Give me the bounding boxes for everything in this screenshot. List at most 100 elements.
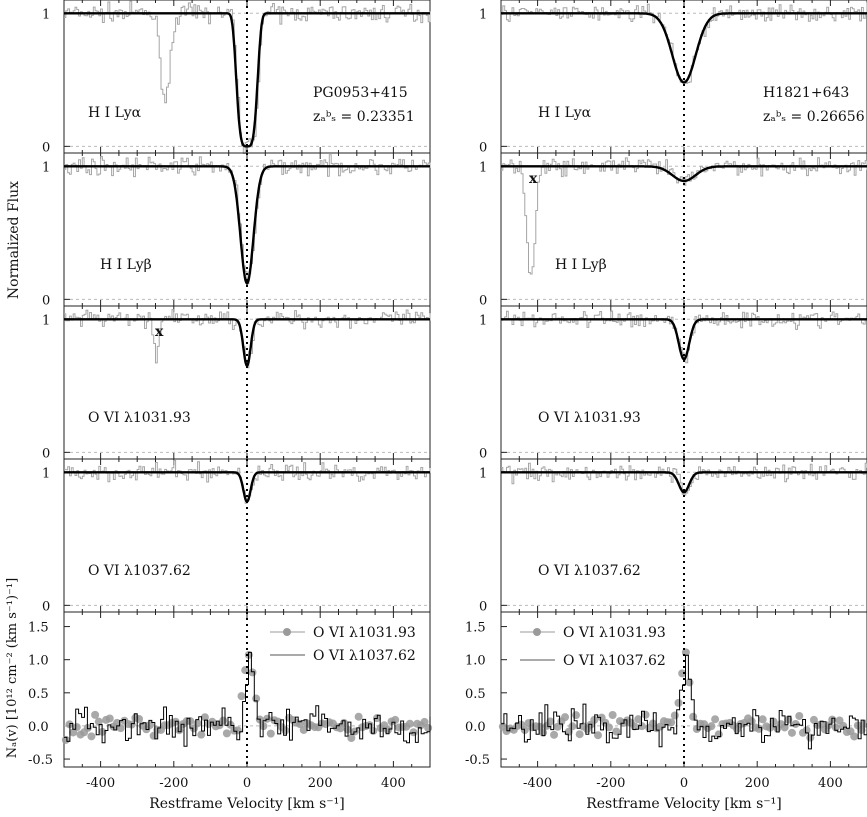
y-tick-label-c0r4: 0.5 bbox=[28, 687, 49, 702]
na-dot-c1r4 bbox=[572, 711, 581, 720]
na-dot-c0r4 bbox=[405, 719, 414, 728]
na-dot-c0r4 bbox=[383, 726, 392, 735]
na-dot-c0r4 bbox=[135, 714, 144, 723]
na-dot-c1r4 bbox=[787, 728, 796, 737]
na-dot-c1r4 bbox=[604, 723, 613, 732]
redshift-left: zₐᵇₛ = 0.23351 bbox=[313, 109, 415, 125]
y-tick-label-c0r4: 1.0 bbox=[28, 654, 49, 669]
x-axis-title-right: Restframe Velocity [km s⁻¹] bbox=[586, 796, 782, 812]
na-dot-c1r4 bbox=[839, 721, 848, 730]
na-dot-c0r4 bbox=[409, 728, 418, 737]
x-tick-label-c1r4: 0 bbox=[680, 776, 688, 791]
na-dot-c0r4 bbox=[146, 721, 155, 730]
y-tick-label-c0r4: 1.5 bbox=[28, 621, 49, 636]
y-axis-title-flux: Normalized Flux bbox=[6, 181, 22, 299]
panel-frame-c1r2 bbox=[500, 305, 867, 460]
panel-frame-c1r4 bbox=[500, 611, 867, 768]
x-tick-label-c0r4: 200 bbox=[308, 776, 333, 791]
model-fit-c1r0 bbox=[501, 12, 867, 84]
x-tick-label-c1r4: 200 bbox=[745, 776, 770, 791]
legend-left: O VI λ1031.93 O VI λ1037.62 bbox=[270, 625, 416, 664]
na-dot-c0r4 bbox=[347, 734, 356, 743]
y-tick-label-c0r4: 0.0 bbox=[28, 720, 49, 735]
y-tick-label-c0r3: 1 bbox=[42, 466, 50, 481]
ion-label-left-lya: H I Lyα bbox=[88, 105, 142, 121]
ion-label-right-lya: H I Lyα bbox=[538, 105, 592, 121]
sightline-name-left: PG0953+415 bbox=[313, 85, 408, 101]
contamination-mark-right-lyb: x bbox=[529, 171, 538, 187]
na-dot-c1r4 bbox=[755, 724, 764, 733]
y-tick-label-c1r0: 0 bbox=[479, 140, 487, 155]
y-tick-label-c1r1: 0 bbox=[479, 293, 487, 308]
y-tick-label-c0r1: 0 bbox=[42, 293, 50, 308]
na-dot-c0r4 bbox=[339, 718, 348, 727]
y-tick-label-c0r2: 0 bbox=[42, 446, 50, 461]
na-dot-c1r4 bbox=[678, 669, 687, 678]
y-tick-label-c1r4: 1.5 bbox=[465, 621, 486, 636]
y-tick-label-c1r3: 0 bbox=[479, 599, 487, 614]
na-dot-c0r4 bbox=[105, 714, 114, 723]
na-dot-c0r4 bbox=[87, 732, 96, 741]
na-dot-c1r4 bbox=[795, 711, 804, 720]
y-tick-label-c1r2: 0 bbox=[479, 446, 487, 461]
contamination-mark-left-ovi1031: x bbox=[155, 324, 164, 340]
na-histogram-c0r4 bbox=[64, 651, 431, 747]
na-dot-c0r4 bbox=[424, 723, 433, 732]
y-tick-label-c1r4: 0.0 bbox=[465, 720, 486, 735]
legend-dot-ovi1031-right bbox=[533, 628, 541, 636]
x-tick-label-c0r4: -400 bbox=[86, 776, 115, 791]
na-dot-c1r4 bbox=[758, 715, 767, 724]
model-fit-c0r1 bbox=[64, 165, 430, 286]
na-dot-c0r4 bbox=[200, 713, 209, 722]
x-tick-label-c1r4: -200 bbox=[596, 776, 625, 791]
na-dot-c0r4 bbox=[299, 725, 308, 734]
na-dot-c0r4 bbox=[237, 692, 246, 701]
y-tick-label-c0r3: 0 bbox=[42, 599, 50, 614]
na-dot-c1r4 bbox=[802, 726, 811, 735]
ion-label-left-ovi1037: O VI λ1037.62 bbox=[88, 563, 191, 579]
legend-text-ovi1031-left: O VI λ1031.93 bbox=[313, 625, 416, 641]
na-dot-c1r4 bbox=[550, 730, 559, 739]
na-dot-c1r4 bbox=[641, 710, 650, 719]
na-dot-c0r4 bbox=[263, 714, 272, 723]
na-dot-c1r4 bbox=[831, 723, 840, 732]
na-dot-c0r4 bbox=[248, 668, 257, 677]
na-dot-c0r4 bbox=[233, 726, 242, 735]
na-dot-c0r4 bbox=[281, 726, 290, 735]
na-dot-c1r4 bbox=[714, 730, 723, 739]
y-tick-label-c1r1: 1 bbox=[479, 160, 487, 175]
x-tick-label-c0r4: 0 bbox=[243, 776, 251, 791]
x-tick-label-c0r4: 400 bbox=[381, 776, 406, 791]
y-axis-title-column-density: Nₐ(v) [10¹² cm⁻² (km s⁻¹)⁻¹] bbox=[5, 578, 20, 758]
legend-text-ovi1031-right: O VI λ1031.93 bbox=[563, 625, 666, 641]
ion-label-right-ovi1037: O VI λ1037.62 bbox=[538, 563, 641, 579]
panel-frame-c0r3 bbox=[63, 458, 431, 613]
na-dot-c1r4 bbox=[667, 718, 676, 727]
na-dot-c0r4 bbox=[149, 731, 158, 740]
y-tick-label-c1r4: 1.0 bbox=[465, 654, 486, 669]
na-dot-c0r4 bbox=[219, 716, 228, 725]
na-dot-c0r4 bbox=[420, 717, 429, 726]
na-dot-c1r4 bbox=[850, 732, 859, 741]
na-dot-c0r4 bbox=[266, 729, 275, 738]
na-dot-c1r4 bbox=[546, 717, 555, 726]
na-dot-c0r4 bbox=[222, 729, 231, 738]
y-tick-label-c1r4: -0.5 bbox=[465, 753, 490, 768]
flux-data-c1r1 bbox=[501, 157, 867, 275]
panel-frame-c1r0 bbox=[500, 0, 867, 154]
y-tick-label-c1r0: 1 bbox=[479, 7, 487, 22]
panel-frame-c0r0 bbox=[63, 0, 431, 154]
y-tick-label-c1r2: 1 bbox=[479, 313, 487, 328]
sightline-name-right: H1821+643 bbox=[763, 85, 849, 101]
na-histogram-c1r4 bbox=[501, 654, 867, 750]
x-axis-title-left: Restframe Velocity [km s⁻¹] bbox=[149, 796, 345, 812]
model-fit-c1r2 bbox=[501, 318, 867, 361]
na-dot-c1r4 bbox=[711, 715, 720, 724]
y-tick-label-c0r2: 1 bbox=[42, 313, 50, 328]
y-tick-label-c1r4: 0.5 bbox=[465, 687, 486, 702]
ion-label-right-ovi1031: O VI λ1031.93 bbox=[538, 410, 641, 426]
na-dot-c1r4 bbox=[707, 722, 716, 731]
na-dot-c0r4 bbox=[197, 730, 206, 739]
model-fit-c0r0 bbox=[64, 12, 430, 148]
